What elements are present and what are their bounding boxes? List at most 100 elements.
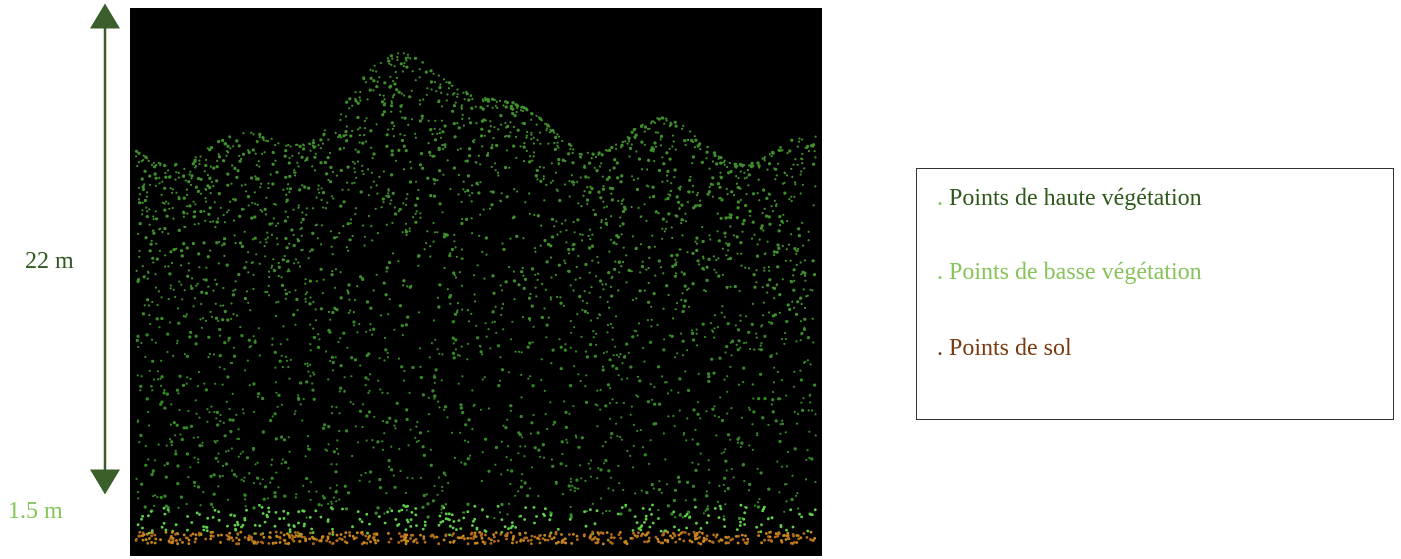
- cloud-point: [372, 180, 375, 183]
- cloud-point: [736, 348, 740, 352]
- cloud-point: [253, 540, 257, 544]
- cloud-point: [369, 373, 372, 376]
- cloud-point: [756, 243, 759, 246]
- cloud-point: [793, 247, 797, 251]
- cloud-point: [369, 76, 373, 80]
- cloud-point: [670, 334, 674, 338]
- cloud-point: [464, 423, 468, 427]
- cloud-point: [213, 508, 217, 512]
- cloud-point: [321, 142, 324, 145]
- cloud-point: [785, 500, 788, 503]
- cloud-point: [737, 186, 741, 190]
- cloud-point: [365, 330, 368, 333]
- cloud-point: [237, 272, 241, 277]
- legend-item: . Points de haute végétation: [937, 185, 1202, 212]
- cloud-point: [783, 342, 786, 345]
- cloud-point: [350, 356, 354, 360]
- cloud-point: [326, 201, 329, 204]
- cloud-point: [702, 536, 706, 540]
- cloud-point: [441, 485, 444, 489]
- cloud-point: [208, 206, 212, 210]
- cloud-point: [273, 412, 277, 416]
- cloud-point: [294, 289, 297, 292]
- cloud-point: [136, 232, 140, 235]
- cloud-point: [451, 93, 455, 96]
- cloud-point: [136, 374, 139, 377]
- cloud-point: [597, 538, 600, 541]
- cloud-point: [327, 138, 330, 141]
- cloud-point: [761, 211, 764, 215]
- cloud-point: [279, 343, 282, 346]
- cloud-point: [302, 143, 305, 146]
- cloud-point: [643, 453, 647, 457]
- cloud-point: [759, 226, 763, 230]
- cloud-point: [662, 348, 666, 352]
- cloud-point: [683, 431, 686, 435]
- cloud-point: [393, 65, 396, 68]
- cloud-point: [511, 541, 514, 545]
- cloud-point: [304, 293, 307, 296]
- cloud-point: [386, 192, 390, 195]
- cloud-point: [513, 298, 516, 301]
- cloud-point: [545, 260, 549, 264]
- cloud-point: [569, 488, 572, 491]
- cloud-point: [359, 190, 363, 194]
- cloud-point: [763, 207, 766, 210]
- cloud-point: [169, 534, 173, 538]
- cloud-point: [645, 219, 648, 222]
- cloud-point: [583, 309, 587, 313]
- cloud-point: [180, 254, 184, 258]
- cloud-point: [223, 221, 226, 224]
- cloud-point: [240, 244, 244, 248]
- cloud-point: [460, 461, 463, 464]
- cloud-point: [335, 406, 338, 409]
- cloud-point: [622, 488, 625, 492]
- cloud-point: [344, 531, 348, 535]
- cloud-point: [743, 511, 747, 515]
- cloud-point: [507, 371, 510, 374]
- cloud-point: [756, 434, 759, 437]
- cloud-point: [302, 524, 306, 528]
- cloud-point: [159, 538, 162, 542]
- cloud-point: [275, 471, 278, 474]
- cloud-point: [757, 530, 760, 534]
- cloud-point: [724, 235, 727, 238]
- cloud-point: [388, 416, 392, 420]
- cloud-point: [442, 538, 446, 542]
- cloud-point: [341, 507, 344, 511]
- cloud-point: [486, 97, 490, 101]
- cloud-point: [590, 187, 594, 191]
- cloud-point: [507, 445, 510, 448]
- cloud-point: [559, 230, 562, 233]
- cloud-point: [205, 529, 209, 533]
- cloud-point: [403, 369, 406, 373]
- cloud-point: [152, 261, 155, 264]
- cloud-point: [339, 296, 343, 300]
- cloud-point: [588, 291, 591, 294]
- cloud-point: [272, 258, 275, 261]
- cloud-point: [466, 510, 470, 514]
- cloud-point: [382, 110, 386, 114]
- cloud-point: [693, 135, 696, 138]
- cloud-point: [254, 463, 257, 466]
- cloud-point: [226, 537, 230, 541]
- cloud-point: [723, 378, 726, 381]
- cloud-point: [172, 421, 176, 425]
- cloud-point: [339, 533, 343, 536]
- cloud-point: [684, 143, 687, 147]
- cloud-point: [334, 470, 338, 474]
- cloud-point: [400, 365, 404, 369]
- cloud-point: [621, 140, 624, 144]
- cloud-point: [331, 533, 335, 536]
- cloud-point: [364, 534, 368, 538]
- cloud-point: [506, 532, 509, 535]
- cloud-point: [800, 170, 803, 173]
- cloud-point: [227, 151, 230, 154]
- cloud-point: [611, 398, 614, 401]
- cloud-point: [731, 537, 734, 541]
- cloud-point: [385, 270, 388, 273]
- cloud-point: [523, 481, 527, 485]
- cloud-point: [538, 165, 542, 169]
- cloud-point: [756, 501, 760, 504]
- cloud-point: [348, 531, 351, 534]
